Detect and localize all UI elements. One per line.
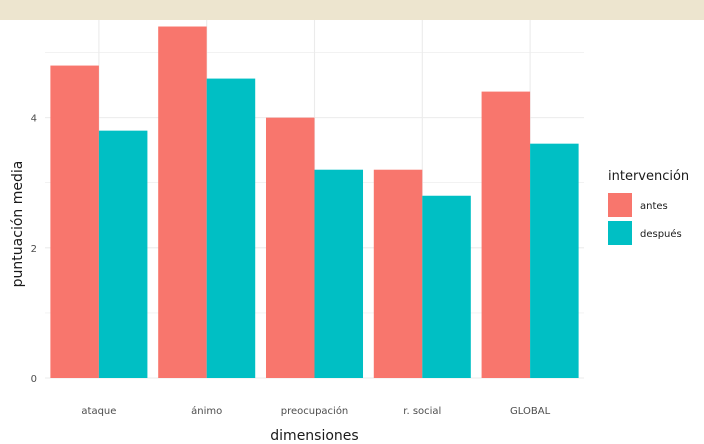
legend-key-después — [608, 221, 632, 245]
x-tick-label: ánimo — [191, 405, 222, 417]
x-axis-title: dimensiones — [270, 428, 358, 444]
bar-después-r. social — [422, 195, 471, 378]
bar-antes-ataque — [50, 65, 99, 379]
y-tick-labels: 0 2 4 — [31, 114, 37, 385]
y-tick-label: 2 — [31, 244, 37, 255]
x-tick-labels: ataque ánimo preocupación r. social GLOBAL — [81, 405, 550, 417]
y-tick-label: 0 — [31, 374, 37, 385]
bar-antes-r. social — [373, 169, 423, 378]
x-tick-label: GLOBAL — [510, 406, 551, 417]
bar-después-GLOBAL — [530, 143, 579, 378]
x-tick-label: r. social — [403, 406, 441, 417]
bars — [50, 26, 579, 379]
legend: intervención antes después — [608, 169, 689, 245]
bar-antes-GLOBAL — [481, 91, 531, 378]
legend-label: antes — [640, 201, 668, 212]
legend-label: después — [640, 228, 682, 240]
x-tick-label: preocupación — [281, 405, 349, 417]
bar-antes-preocupación — [265, 117, 315, 379]
y-axis-title: puntuación media — [10, 161, 26, 288]
bar-después-ataque — [98, 130, 148, 378]
bar-después-preocupación — [314, 169, 364, 378]
legend-key-antes — [608, 193, 632, 217]
top-band — [0, 0, 704, 20]
legend-title: intervención — [608, 169, 689, 184]
bar-después-ánimo — [206, 78, 256, 378]
x-tick-label: ataque — [81, 406, 116, 417]
y-tick-label: 4 — [31, 114, 37, 125]
bar-antes-ánimo — [158, 26, 207, 378]
